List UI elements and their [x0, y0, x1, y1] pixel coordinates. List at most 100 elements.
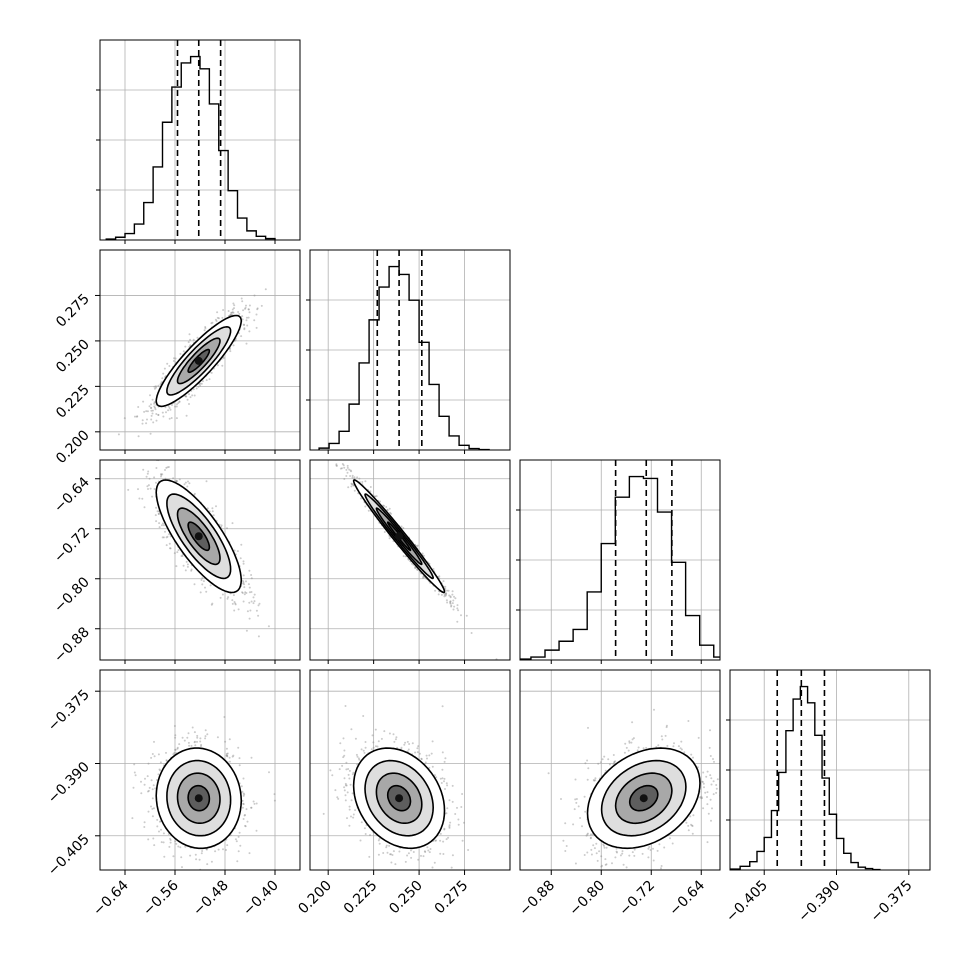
- scatter-point: [184, 345, 187, 348]
- scatter-point: [223, 716, 226, 718]
- scatter-point: [411, 562, 413, 565]
- scatter-point: [234, 603, 237, 606]
- scatter-point: [416, 569, 419, 571]
- scatter-point: [146, 775, 149, 778]
- scatter-point: [246, 610, 249, 613]
- scatter-point: [240, 543, 243, 546]
- density-peak: [194, 356, 203, 365]
- scatter-point: [150, 414, 153, 417]
- scatter-point: [388, 507, 391, 510]
- scatter-point: [158, 830, 160, 833]
- scatter-point: [181, 866, 183, 869]
- scatter-point: [364, 480, 367, 483]
- scatter-point: [248, 601, 251, 604]
- scatter-point: [194, 744, 197, 747]
- scatter-point: [229, 313, 232, 316]
- scatter-point: [159, 761, 162, 764]
- scatter-point: [211, 602, 214, 605]
- scatter-point: [255, 313, 258, 316]
- scatter-point: [155, 520, 158, 523]
- scatter-point: [155, 481, 157, 484]
- scatter-point: [367, 509, 370, 512]
- scatter-point: [155, 413, 158, 415]
- scatter-point: [154, 385, 157, 388]
- scatter-point: [234, 602, 237, 605]
- scatter-point: [388, 537, 391, 540]
- scatter-point: [165, 411, 167, 414]
- scatter-point: [137, 406, 140, 408]
- scatter-point: [184, 395, 187, 398]
- scatter-point: [215, 505, 217, 508]
- scatter-point: [185, 395, 188, 398]
- scatter-point: [444, 585, 447, 588]
- scatter-point: [152, 421, 155, 424]
- scatter-point: [154, 408, 157, 411]
- scatter-point: [151, 807, 154, 810]
- scatter-point: [156, 429, 158, 431]
- scatter-point: [443, 593, 446, 596]
- scatter-point: [226, 755, 229, 758]
- scatter-point: [175, 479, 178, 482]
- scatter-point: [454, 597, 457, 600]
- scatter-point: [199, 740, 202, 743]
- scatter-point: [342, 464, 345, 467]
- scatter-point: [164, 530, 166, 533]
- scatter-point: [233, 609, 236, 612]
- scatter-point: [345, 468, 348, 471]
- scatter-point: [145, 422, 148, 425]
- scatter-point: [343, 466, 346, 469]
- joint-panel-p1-p2: [310, 460, 510, 660]
- scatter-point: [256, 308, 259, 311]
- scatter-point: [249, 609, 252, 612]
- scatter-point: [173, 357, 175, 360]
- scatter-point: [257, 635, 260, 638]
- scatter-point: [209, 584, 212, 587]
- scatter-point: [150, 779, 153, 782]
- scatter-point: [244, 307, 246, 310]
- scatter-point: [255, 609, 258, 612]
- scatter-point: [226, 752, 229, 755]
- scatter-point: [200, 745, 202, 748]
- scatter-point: [165, 751, 167, 754]
- scatter-point: [178, 400, 181, 403]
- marginal-histogram-p0: [100, 40, 300, 240]
- scatter-point: [173, 725, 176, 727]
- scatter-point: [201, 577, 204, 579]
- scatter-point: [440, 593, 443, 596]
- scatter-point: [202, 580, 205, 583]
- scatter-point: [161, 377, 164, 380]
- scatter-point: [151, 788, 154, 791]
- scatter-point: [360, 497, 362, 500]
- scatter-point: [233, 549, 236, 552]
- scatter-point: [153, 740, 155, 743]
- scatter-point: [215, 320, 218, 322]
- scatter-point: [123, 417, 126, 420]
- scatter-point: [335, 464, 338, 467]
- scatter-point: [404, 555, 407, 558]
- joint-panel-p0-p3: [100, 670, 300, 870]
- scatter-point: [219, 596, 222, 599]
- density-peak: [194, 532, 203, 541]
- scatter-point: [252, 596, 255, 599]
- scatter-point: [193, 583, 196, 586]
- scatter-point: [138, 497, 141, 500]
- scatter-point: [162, 415, 165, 418]
- scatter-point: [248, 304, 251, 307]
- scatter-point: [178, 478, 181, 481]
- scatter-point: [226, 597, 229, 600]
- scatter-point: [149, 432, 152, 435]
- scatter-point: [237, 746, 240, 749]
- scatter-point: [230, 311, 233, 314]
- scatter-point: [204, 735, 207, 738]
- joint-panel-p0-p2: [100, 429, 300, 660]
- scatter-point: [245, 629, 248, 632]
- scatter-point: [246, 820, 249, 823]
- scatter-point: [246, 324, 249, 327]
- scatter-point: [421, 552, 424, 555]
- scatter-point: [470, 632, 473, 634]
- scatter-point: [335, 463, 338, 466]
- scatter-point: [225, 754, 228, 757]
- scatter-point: [165, 466, 168, 469]
- scatter-point: [451, 590, 454, 593]
- scatter-point: [168, 533, 171, 536]
